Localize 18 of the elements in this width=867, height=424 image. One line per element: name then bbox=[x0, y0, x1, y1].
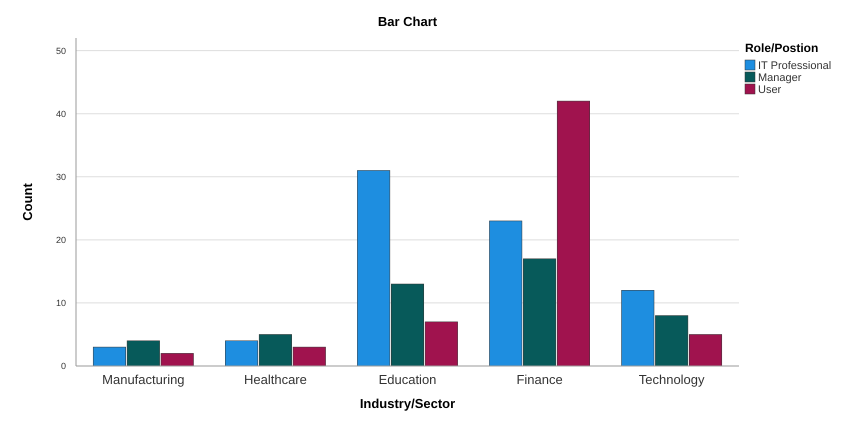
x-tick-label: Technology bbox=[638, 372, 706, 387]
x-axis-title: Industry/Sector bbox=[360, 396, 456, 411]
x-tick-label: Education bbox=[378, 372, 436, 387]
legend-label: Manager bbox=[758, 72, 802, 84]
x-tick-label: Manufacturing bbox=[102, 372, 185, 387]
y-tick-label: 20 bbox=[56, 234, 66, 245]
y-axis-title: Count bbox=[20, 182, 35, 221]
y-tick-label: 10 bbox=[56, 298, 66, 308]
y-tick-label: 40 bbox=[56, 108, 66, 119]
x-tick-label: Healthcare bbox=[244, 372, 307, 387]
legend-label: IT Professional bbox=[758, 60, 832, 72]
y-tick-label: 30 bbox=[56, 172, 66, 182]
y-tick-label: 50 bbox=[56, 46, 66, 56]
legend-label: User bbox=[758, 84, 782, 96]
chart-title: Bar Chart bbox=[378, 14, 438, 29]
legend-title: Role/Postion bbox=[745, 41, 818, 55]
y-tick-label: 0 bbox=[60, 361, 66, 372]
x-tick-label: Finance bbox=[516, 372, 563, 387]
